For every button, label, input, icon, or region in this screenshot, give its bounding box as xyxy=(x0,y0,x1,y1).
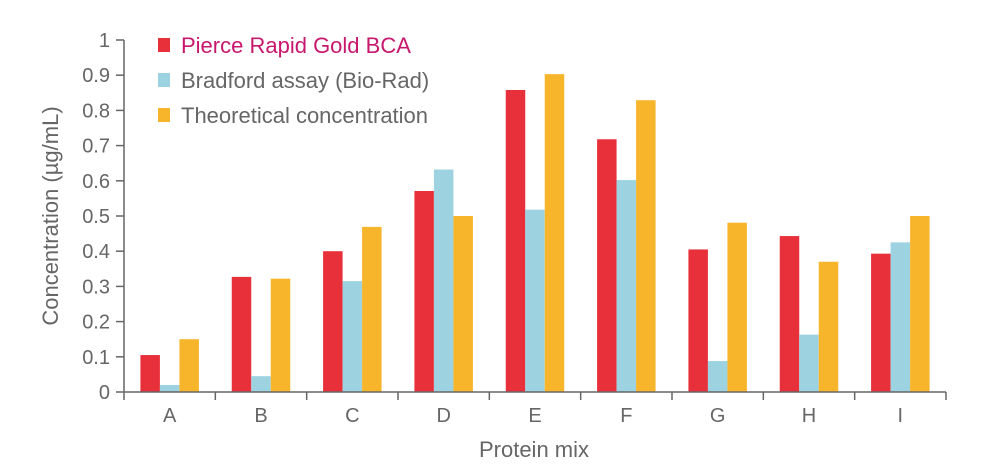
legend-label: Theoretical concentration xyxy=(181,103,428,128)
bar xyxy=(270,278,291,392)
legend-label: Bradford assay (Bio-Rad) xyxy=(181,68,429,93)
y-tick-label: 0 xyxy=(99,382,110,404)
bar xyxy=(453,216,473,392)
bar xyxy=(433,169,454,392)
y-tick-label: 0.7 xyxy=(82,136,110,158)
y-tick-label: 0.4 xyxy=(82,241,110,263)
bar xyxy=(140,355,160,392)
y-tick-label: 1 xyxy=(99,30,110,52)
y-tick-label: 0.1 xyxy=(82,347,110,369)
y-tick-label: 0.5 xyxy=(82,206,110,228)
bar xyxy=(890,242,911,392)
bar xyxy=(525,209,545,392)
bar xyxy=(544,74,565,393)
bar xyxy=(871,253,891,392)
legend-label: Pierce Rapid Gold BCA xyxy=(181,33,411,58)
bar xyxy=(342,281,363,392)
legend: Pierce Rapid Gold BCA Bradford assay (Bio… xyxy=(158,33,429,128)
bar xyxy=(505,89,526,392)
bar xyxy=(231,276,252,392)
y-tick-label: 0.2 xyxy=(82,312,110,334)
bar xyxy=(779,236,800,392)
legend-swatch xyxy=(158,73,170,87)
bar xyxy=(414,191,434,392)
y-tick-label: 0.6 xyxy=(82,171,110,193)
y-ticks-group: 0 0.1 0.2 0.3 0.4 0.5 0.6 0.7 0.8 0.9 1 xyxy=(82,30,124,404)
bar xyxy=(636,100,656,392)
x-tick-label: H xyxy=(802,405,816,427)
bar xyxy=(323,251,343,392)
x-ticks-group: A B C D E F G H I xyxy=(123,392,947,427)
x-tick-label: D xyxy=(436,405,450,427)
bar xyxy=(799,334,819,392)
x-tick-label: I xyxy=(898,405,904,427)
bar xyxy=(910,216,930,392)
x-tick-label: F xyxy=(620,405,632,427)
x-axis-title: Protein mix xyxy=(479,437,589,462)
y-tick-label: 0.8 xyxy=(82,100,110,122)
bar xyxy=(688,249,708,392)
legend-swatch xyxy=(158,108,170,122)
y-tick-label: 0.3 xyxy=(82,276,110,298)
x-tick-label: A xyxy=(163,405,177,427)
x-tick-label: E xyxy=(528,405,541,427)
bar xyxy=(597,139,617,392)
x-tick-label: G xyxy=(710,405,726,427)
y-axis-title: Concentration (µg/mL) xyxy=(38,106,63,325)
bar xyxy=(818,261,839,392)
bars-group xyxy=(140,74,930,393)
bar xyxy=(616,180,637,392)
x-tick-label: C xyxy=(345,405,359,427)
bar xyxy=(251,376,271,392)
bar xyxy=(727,222,747,392)
bar xyxy=(159,384,180,392)
bar xyxy=(362,226,382,392)
y-tick-label: 0.9 xyxy=(82,65,110,87)
bar xyxy=(707,361,728,392)
legend-swatch xyxy=(158,38,170,52)
x-tick-label: B xyxy=(254,405,267,427)
bar xyxy=(179,339,199,392)
